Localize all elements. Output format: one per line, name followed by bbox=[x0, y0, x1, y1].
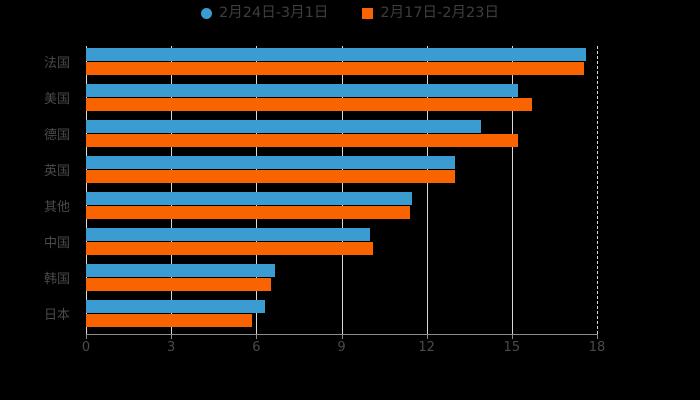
x-tick-mark bbox=[426, 334, 428, 339]
circle-icon bbox=[201, 7, 213, 19]
bar-series-a[interactable] bbox=[86, 228, 370, 241]
bar-group bbox=[86, 82, 597, 118]
x-tick-mark bbox=[256, 334, 258, 339]
gridline bbox=[86, 46, 87, 334]
gridline bbox=[426, 46, 428, 334]
bar-rows bbox=[86, 46, 597, 334]
bar-series-a[interactable] bbox=[86, 192, 413, 205]
legend-label-series-a: 2月24日-3月1日 bbox=[219, 5, 329, 21]
y-axis-label: 德国 bbox=[43, 128, 70, 143]
bar-series-a[interactable] bbox=[86, 156, 456, 169]
bar-group bbox=[86, 46, 597, 82]
bar-series-b[interactable] bbox=[86, 242, 373, 255]
chart-legend: 2月24日-3月1日 2月17日-2月23日 bbox=[0, 6, 700, 20]
bar-series-b[interactable] bbox=[86, 278, 271, 291]
y-axis-label: 美国 bbox=[43, 92, 70, 107]
bar-series-a[interactable] bbox=[86, 264, 275, 277]
y-axis-label: 其他 bbox=[43, 200, 70, 215]
bar-group bbox=[86, 154, 597, 190]
square-icon bbox=[362, 7, 374, 19]
bar-series-a[interactable] bbox=[86, 120, 481, 133]
x-axis-label: 3 bbox=[167, 340, 176, 355]
y-axis-label: 英国 bbox=[43, 164, 70, 179]
bar-group bbox=[86, 118, 597, 154]
gridline bbox=[511, 46, 513, 334]
x-axis-label: 9 bbox=[337, 340, 346, 355]
gridline bbox=[341, 46, 343, 334]
x-tick-mark bbox=[511, 334, 513, 339]
bar-series-a[interactable] bbox=[86, 48, 586, 61]
bar-group bbox=[86, 298, 597, 334]
x-axis-label: 12 bbox=[418, 340, 435, 355]
gridline bbox=[256, 46, 258, 334]
x-axis-label: 6 bbox=[252, 340, 261, 355]
x-tick-mark bbox=[341, 334, 343, 339]
x-axis-label: 15 bbox=[503, 340, 521, 355]
gridline bbox=[171, 46, 173, 334]
gridline bbox=[597, 46, 598, 334]
y-axis-label: 日本 bbox=[43, 308, 70, 323]
bar-series-a[interactable] bbox=[86, 300, 265, 313]
bar-series-b[interactable] bbox=[86, 314, 253, 327]
bar-series-b[interactable] bbox=[86, 62, 585, 75]
bar-series-a[interactable] bbox=[86, 84, 518, 97]
bar-series-b[interactable] bbox=[86, 206, 410, 219]
y-axis-label: 法国 bbox=[43, 56, 70, 71]
legend-item-series-b[interactable]: 2月17日-2月23日 bbox=[362, 6, 499, 20]
bar-group bbox=[86, 190, 597, 226]
bar-series-b[interactable] bbox=[86, 134, 518, 147]
x-axis-label: 18 bbox=[588, 340, 606, 355]
bar-series-b[interactable] bbox=[86, 98, 532, 111]
y-axis-label: 韩国 bbox=[43, 272, 70, 287]
bar-series-b[interactable] bbox=[86, 170, 456, 183]
legend-label-series-b: 2月17日-2月23日 bbox=[380, 5, 499, 21]
y-axis-label: 中国 bbox=[43, 236, 70, 251]
bar-group bbox=[86, 226, 597, 262]
x-tick-mark bbox=[86, 334, 87, 339]
y-axis-labels: 法国美国德国英国其他中国韩国日本 bbox=[0, 46, 80, 334]
x-tick-mark bbox=[171, 334, 173, 339]
legend-item-series-a[interactable]: 2月24日-3月1日 bbox=[201, 6, 328, 20]
bar-group bbox=[86, 262, 597, 298]
plot-area bbox=[86, 46, 598, 334]
x-axis-label: 0 bbox=[81, 340, 91, 355]
x-tick-mark bbox=[597, 334, 598, 339]
